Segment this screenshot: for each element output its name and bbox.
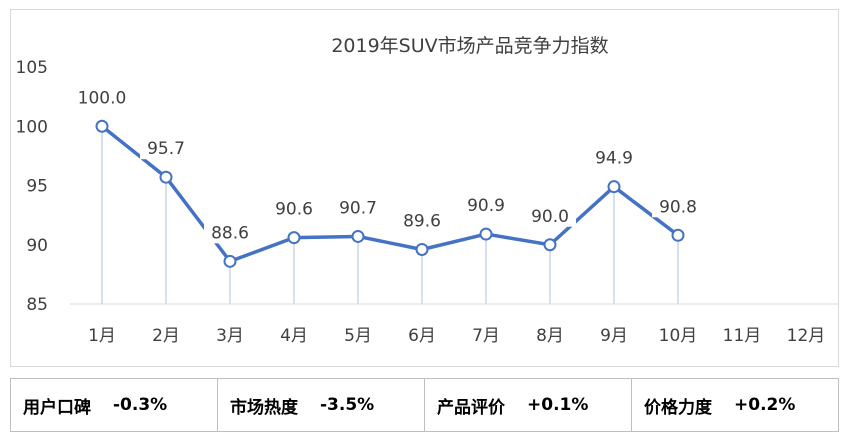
data-point: [415, 242, 429, 256]
x-tick-label: 3月: [216, 326, 244, 346]
x-tick-label: 5月: [344, 326, 372, 346]
data-label-bg: [204, 219, 256, 244]
data-point: [671, 228, 685, 242]
data-label: 90.0: [531, 207, 569, 227]
stat-label: 价格力度: [644, 397, 712, 418]
stat-value: +0.2%: [734, 395, 796, 415]
data-label-bg: [140, 135, 192, 160]
y-tick-label: 100: [16, 117, 48, 137]
stat-value: +0.1%: [527, 395, 589, 415]
data-label: 90.6: [275, 200, 313, 220]
x-tick-label: 6月: [408, 326, 436, 346]
stat-label: 用户口碑: [23, 397, 91, 418]
data-label: 90.9: [467, 196, 505, 216]
data-point: [607, 180, 621, 194]
data-point: [543, 238, 557, 252]
data-label: 94.9: [595, 149, 633, 169]
x-tick-label: 2月: [152, 326, 180, 346]
chart-frame: [10, 9, 839, 367]
data-label: 100.0: [78, 88, 127, 108]
data-point: [351, 229, 365, 243]
stat-cell: 市场热度 -3.5%: [217, 379, 424, 431]
stat-cell: 用户口碑 -0.3%: [11, 379, 217, 431]
data-point: [95, 119, 109, 133]
x-tick-label: 11月: [723, 326, 762, 346]
x-tick-label: 12月: [787, 326, 826, 346]
stats-bar: 用户口碑 -0.3% 市场热度 -3.5% 产品评价 +0.1% 价格力度 +0…: [10, 378, 839, 432]
data-label: 90.7: [339, 198, 377, 218]
chart-title: 2019年SUV市场产品竞争力指数: [331, 35, 608, 57]
data-label: 89.6: [403, 211, 441, 231]
data-label-bg: [332, 194, 384, 219]
data-point: [479, 227, 493, 241]
data-label: 90.8: [659, 197, 697, 217]
x-tick-label: 10月: [659, 326, 698, 346]
data-label: 95.7: [147, 139, 185, 159]
stat-cell: 价格力度 +0.2%: [631, 379, 838, 431]
y-tick-label: 85: [26, 295, 48, 315]
data-label: 88.6: [211, 223, 249, 243]
data-label-bg: [76, 84, 128, 109]
y-tick-label: 90: [26, 236, 48, 256]
data-label-bg: [396, 207, 448, 232]
y-tick-label: 95: [26, 177, 48, 197]
x-tick-label: 8月: [536, 326, 564, 346]
data-label-bg: [460, 192, 512, 217]
stat-label: 产品评价: [437, 397, 505, 418]
stat-value: -0.3%: [113, 395, 168, 415]
stat-cell: 产品评价 +0.1%: [424, 379, 631, 431]
y-tick-label: 105: [16, 58, 48, 78]
data-label-bg: [524, 202, 576, 227]
x-tick-label: 9月: [600, 326, 628, 346]
series-line: [100, 124, 680, 264]
stat-value: -3.5%: [320, 395, 375, 415]
data-point: [287, 231, 301, 245]
data-label-bg: [652, 193, 704, 218]
data-point: [159, 170, 173, 184]
data-label-bg: [588, 144, 640, 169]
stat-label: 市场热度: [230, 397, 298, 418]
x-tick-label: 7月: [472, 326, 500, 346]
data-label-bg: [268, 195, 320, 220]
data-point: [223, 254, 237, 268]
x-tick-label: 4月: [280, 326, 308, 346]
x-tick-label: 1月: [88, 326, 116, 346]
